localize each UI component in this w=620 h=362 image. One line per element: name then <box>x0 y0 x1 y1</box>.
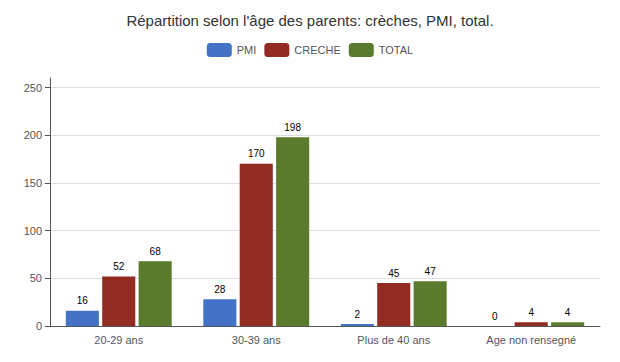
svg-text:100: 100 <box>24 225 42 237</box>
svg-text:30-39 ans: 30-39 ans <box>232 334 281 346</box>
svg-text:68: 68 <box>150 246 162 257</box>
svg-text:198: 198 <box>284 122 301 133</box>
svg-text:250: 250 <box>24 82 42 94</box>
svg-text:CRECHE: CRECHE <box>294 44 340 56</box>
svg-text:150: 150 <box>24 177 42 189</box>
svg-text:45: 45 <box>388 268 400 279</box>
svg-text:Age non rensegné: Age non rensegné <box>486 334 576 346</box>
svg-text:170: 170 <box>248 148 265 159</box>
svg-text:4: 4 <box>565 307 571 318</box>
svg-text:TOTAL: TOTAL <box>379 44 413 56</box>
svg-text:28: 28 <box>214 284 226 295</box>
svg-text:2: 2 <box>355 309 361 320</box>
svg-text:50: 50 <box>30 272 42 284</box>
svg-text:Répartition selon l'âge des pa: Répartition selon l'âge des parents: crè… <box>126 12 493 29</box>
svg-text:52: 52 <box>113 261 125 272</box>
svg-text:47: 47 <box>425 266 437 277</box>
svg-text:0: 0 <box>36 320 42 332</box>
svg-text:200: 200 <box>24 129 42 141</box>
svg-text:0: 0 <box>492 311 498 322</box>
svg-text:Plus de 40 ans: Plus de 40 ans <box>357 334 430 346</box>
svg-text:20-29 ans: 20-29 ans <box>94 334 143 346</box>
svg-text:PMI: PMI <box>237 44 257 56</box>
svg-text:16: 16 <box>77 295 89 306</box>
svg-text:4: 4 <box>528 307 534 318</box>
